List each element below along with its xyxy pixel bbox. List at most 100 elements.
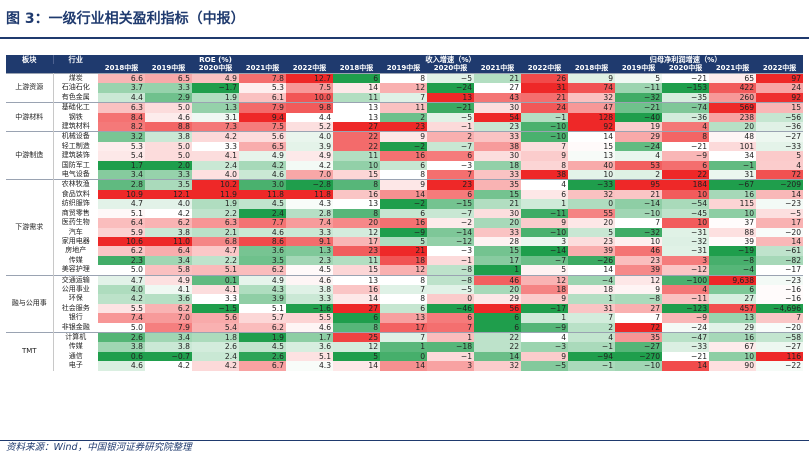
rev-cell: 21 bbox=[474, 199, 522, 209]
rev-cell: 12 bbox=[521, 274, 569, 285]
rev-cell: 33 bbox=[474, 131, 522, 142]
rev-cell: 17 bbox=[380, 322, 428, 333]
rev-cell: 14 bbox=[474, 351, 522, 362]
roe-cell: 4.2 bbox=[239, 160, 286, 171]
np-cell: −20 bbox=[756, 227, 804, 237]
industry-label: 建筑材料 bbox=[61, 122, 90, 131]
roe-cell: 5.2 bbox=[286, 122, 334, 132]
table-header: 板块 行业 ROE (%) 收入增速（%） 归母净利润增速（%） 2018中报 2… bbox=[6, 55, 804, 74]
np-cell: 116 bbox=[756, 351, 804, 362]
np-cell: 92 bbox=[568, 122, 616, 132]
np-cell: −54 bbox=[662, 199, 710, 209]
roe-cell: 6.2 bbox=[98, 246, 145, 256]
roe-cell: 4.2 bbox=[286, 160, 334, 171]
rev-cell: 6 bbox=[474, 313, 522, 323]
roe-cell: 1.9 bbox=[239, 331, 286, 343]
roe-cell: 3.3 bbox=[145, 83, 192, 93]
rev-cell: −5 bbox=[427, 284, 475, 295]
profit-metrics-table: 板块 行业 ROE (%) 收入增速（%） 归母净利润增速（%） 2018中报 2… bbox=[6, 55, 804, 371]
roe-cell: 6.1 bbox=[239, 92, 286, 103]
roe-cell: 8.8 bbox=[145, 122, 192, 132]
rev-cell: 2 bbox=[427, 131, 475, 142]
np-cell: −5 bbox=[756, 208, 804, 219]
np-cell: 39 bbox=[709, 236, 757, 247]
rev-cell: 3 bbox=[521, 236, 569, 247]
roe-cell: 11.0 bbox=[145, 236, 192, 247]
np-cell: 31 bbox=[709, 170, 757, 180]
np-cell: 47 bbox=[568, 102, 616, 113]
roe-cell: 1.7 bbox=[98, 160, 145, 171]
roe-cell: 3.1 bbox=[192, 112, 239, 123]
np-cell: 19 bbox=[615, 122, 663, 132]
rev-cell: 14 bbox=[380, 361, 428, 371]
table-row: 家用电器 10.6 11.0 6.8 8.6 9.1 17 5 −12 28 3 23 10 −32 39 1… bbox=[6, 236, 804, 247]
roe-cell: 2.0 bbox=[145, 160, 192, 171]
roe-cell: 5.9 bbox=[98, 227, 145, 237]
np-cell: −4,696 bbox=[756, 303, 804, 314]
roe-cell: 1.3 bbox=[286, 246, 334, 256]
table-row: 汽车 5.9 3.8 2.1 4.6 3.3 12 −9 −14 33 −10 5 −32 −31 88 −2… bbox=[6, 227, 804, 237]
np-cell: 97 bbox=[756, 73, 804, 84]
rev-cell: 9 bbox=[521, 351, 569, 362]
roe-cell: 5.1 bbox=[239, 303, 286, 314]
roe-cell: 4.2 bbox=[192, 361, 239, 371]
roe-cell: 8.2 bbox=[98, 122, 145, 132]
roe-cell: 1.3 bbox=[192, 102, 239, 113]
roe-cell: 7.4 bbox=[98, 313, 145, 323]
rev-cell: 16 bbox=[380, 218, 428, 228]
table-row: 社会服务 5.5 6.2 −1.5 5.1 −1.6 27 6 −46 56 −17 31 27 −123… bbox=[6, 303, 804, 314]
table-row: 轻工制造 5.3 5.0 3.3 6.5 3.9 22 −2 −7 38 7 15 −24 −21 101−… bbox=[6, 141, 804, 152]
rev-cell: 1 bbox=[521, 313, 569, 323]
rev-cell: −7 bbox=[521, 255, 569, 266]
rev-cell: 30 bbox=[474, 151, 522, 161]
np-cell: −67 bbox=[709, 179, 757, 190]
source-note: 资料来源：Wind，中国银河证券研究院整理 bbox=[6, 442, 192, 453]
np-cell: 14 bbox=[568, 131, 616, 142]
roe-cell: 4.3 bbox=[286, 199, 334, 209]
industry-label: 煤炭 bbox=[53, 73, 98, 84]
rev-cell: 2 bbox=[380, 112, 428, 123]
rev-cell: 11 bbox=[333, 92, 381, 103]
np-cell: 72 bbox=[756, 170, 804, 180]
industry-label: 交通运输 bbox=[53, 274, 98, 285]
year-header-rev-2: 2020中报 bbox=[427, 64, 475, 74]
roe-cell: 6.3 bbox=[192, 218, 239, 228]
rev-cell: −1 bbox=[427, 255, 475, 266]
roe-cell: 4.6 bbox=[98, 361, 145, 371]
industry-label: 农林牧渔 bbox=[53, 179, 98, 190]
year-header-rev-0: 2018中报 bbox=[333, 64, 381, 74]
industry-label: 电气设备 bbox=[61, 170, 90, 179]
roe-cell: 5.0 bbox=[145, 141, 192, 152]
rev-cell: 16 bbox=[333, 284, 381, 295]
roe-cell: 4.5 bbox=[286, 265, 334, 276]
rev-cell: −1 bbox=[521, 112, 569, 123]
np-cell: 88 bbox=[709, 227, 757, 237]
roe-cell: 8.6 bbox=[239, 236, 286, 247]
roe-cell: 1.9 bbox=[192, 92, 239, 103]
rev-cell: 11 bbox=[333, 255, 381, 266]
rev-cell: −3 bbox=[427, 160, 475, 171]
industry-label: 医药生物 bbox=[61, 218, 90, 227]
rev-cell: 0 bbox=[380, 351, 428, 362]
rev-cell: 6 bbox=[333, 313, 381, 323]
roe-cell: 6.5 bbox=[239, 141, 286, 152]
roe-cell: 6.8 bbox=[192, 236, 239, 247]
year-header-roe-2: 2020中报 bbox=[192, 64, 239, 74]
roe-cell: 7.0 bbox=[286, 170, 334, 180]
header-industry-blank bbox=[53, 64, 98, 74]
rev-cell: −3 bbox=[427, 246, 475, 256]
np-cell: −24 bbox=[662, 322, 710, 333]
np-cell: −33 bbox=[662, 342, 710, 352]
rev-cell: −7 bbox=[427, 208, 475, 219]
np-cell: −4 bbox=[709, 265, 757, 276]
np-cell: −123 bbox=[662, 303, 710, 314]
np-cell: 7 bbox=[615, 313, 663, 323]
rev-cell: −7 bbox=[427, 141, 475, 152]
rev-cell: 15 bbox=[333, 265, 381, 276]
np-cell: 184 bbox=[662, 179, 710, 190]
roe-cell: 11.9 bbox=[192, 189, 239, 200]
np-cell: 18 bbox=[568, 284, 616, 295]
rev-cell: 30 bbox=[474, 208, 522, 219]
table-row: 融与公用事 交通运输 4.7 4.9 0.1 4.9 4.6 13 8 −8 46 12 −4 12 −10… bbox=[6, 274, 804, 333]
header-group-revenue: 收入增速（%） bbox=[333, 55, 569, 64]
